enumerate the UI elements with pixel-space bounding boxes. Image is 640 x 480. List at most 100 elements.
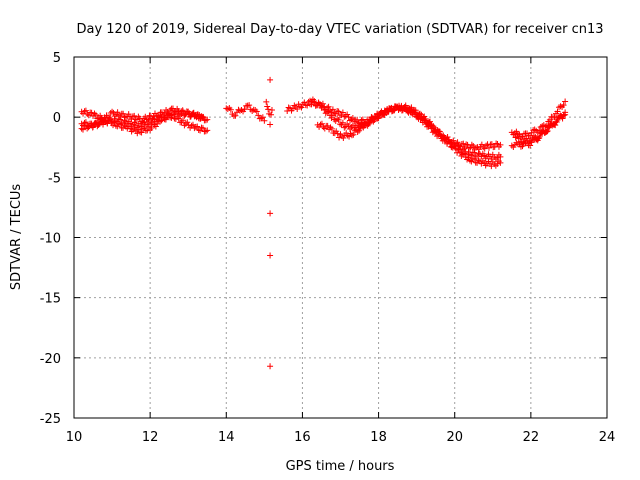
data-point-marker: [244, 102, 251, 109]
data-point-marker: [430, 123, 437, 130]
data-point-marker: [444, 134, 451, 141]
data-point-marker: [481, 145, 488, 152]
data-point-marker: [267, 121, 274, 128]
data-point-marker: [133, 116, 140, 123]
data-point-marker: [531, 126, 538, 133]
data-point-marker: [200, 114, 207, 121]
x-axis-label: GPS time / hours: [286, 459, 395, 474]
data-point-marker: [527, 142, 534, 149]
data-point-marker: [127, 120, 134, 127]
data-point-marker: [335, 116, 342, 123]
data-point-marker: [404, 108, 411, 115]
data-point-marker: [301, 99, 308, 106]
data-point-marker: [485, 144, 492, 151]
data-point-marker: [478, 160, 485, 167]
data-point-marker: [261, 117, 268, 124]
data-point-marker: [81, 108, 88, 115]
data-point-marker: [162, 115, 169, 122]
data-point-marker: [370, 118, 377, 125]
data-point-marker: [82, 107, 89, 114]
data-point-marker: [178, 108, 185, 115]
data-point-marker: [255, 112, 262, 119]
data-point-marker: [96, 120, 103, 127]
data-point-marker: [267, 363, 274, 370]
data-point-marker: [267, 252, 274, 259]
data-point-marker: [298, 104, 305, 111]
data-point-marker: [125, 111, 132, 118]
data-point-marker: [144, 121, 151, 128]
data-point-marker: [259, 114, 266, 121]
data-point-marker: [339, 119, 346, 126]
x-tick-label: 22: [523, 430, 540, 445]
data-point-marker: [175, 115, 182, 122]
data-point-marker: [494, 140, 501, 147]
data-point-marker: [358, 123, 365, 130]
data-point-marker: [84, 125, 91, 132]
data-point-marker: [121, 114, 128, 121]
data-point-marker: [317, 121, 324, 128]
data-point-marker: [354, 129, 361, 136]
data-point-marker: [562, 98, 569, 105]
data-point-marker: [91, 110, 98, 117]
data-point-marker: [78, 125, 85, 132]
data-point-marker: [325, 108, 332, 115]
data-point-marker: [378, 112, 385, 119]
data-point-marker: [465, 145, 472, 152]
data-point-marker: [145, 116, 152, 123]
data-point-marker: [142, 113, 149, 120]
data-point-marker: [186, 110, 193, 117]
data-point-marker: [478, 153, 485, 160]
data-point-marker: [360, 124, 367, 131]
data-point-marker: [267, 76, 274, 83]
data-point-marker: [488, 141, 495, 148]
data-point-marker: [134, 130, 141, 137]
data-point-marker: [364, 122, 371, 129]
data-points: [78, 76, 569, 370]
y-tick-label: -5: [48, 171, 61, 186]
data-point-marker: [138, 129, 145, 136]
data-point-marker: [515, 135, 522, 142]
data-point-marker: [120, 120, 127, 127]
x-tick-label: 10: [66, 430, 83, 445]
x-tick-label: 24: [599, 430, 616, 445]
data-point-marker: [349, 115, 356, 122]
data-point-marker: [158, 109, 165, 116]
data-point-marker: [347, 117, 354, 124]
data-point-marker: [179, 107, 186, 114]
data-point-marker: [345, 123, 352, 130]
data-point-marker: [252, 107, 259, 114]
data-point-marker: [411, 109, 418, 116]
data-point-marker: [167, 106, 174, 113]
data-point-marker: [89, 124, 96, 131]
data-point-marker: [227, 106, 234, 113]
data-point-marker: [167, 114, 174, 121]
data-point-marker: [311, 98, 318, 105]
data-point-marker: [468, 152, 475, 159]
data-point-marker: [420, 114, 427, 121]
y-axis-label: SDTVAR / TECUs: [9, 184, 24, 291]
data-point-marker: [383, 109, 390, 116]
data-point-marker: [368, 117, 375, 124]
data-point-marker: [552, 122, 559, 129]
data-point-marker: [294, 105, 301, 112]
data-point-marker: [232, 112, 239, 119]
data-point-marker: [546, 116, 553, 123]
data-point-marker: [463, 141, 470, 148]
data-point-marker: [454, 139, 461, 146]
data-point-marker: [304, 102, 311, 109]
data-point-marker: [265, 106, 272, 113]
data-point-marker: [410, 107, 417, 114]
data-point-marker: [115, 112, 122, 119]
data-point-marker: [110, 109, 117, 116]
x-tick-label: 14: [218, 430, 235, 445]
data-point-marker: [344, 111, 351, 118]
data-point-marker: [536, 133, 543, 140]
data-point-marker: [100, 118, 107, 125]
chart-title: Day 120 of 2019, Sidereal Day-to-day VTE…: [76, 22, 603, 37]
data-point-marker: [554, 108, 561, 115]
data-point-marker: [92, 111, 99, 118]
data-point-marker: [350, 131, 357, 138]
data-point-marker: [557, 103, 564, 110]
data-point-marker: [131, 112, 138, 119]
data-point-marker: [508, 142, 515, 149]
